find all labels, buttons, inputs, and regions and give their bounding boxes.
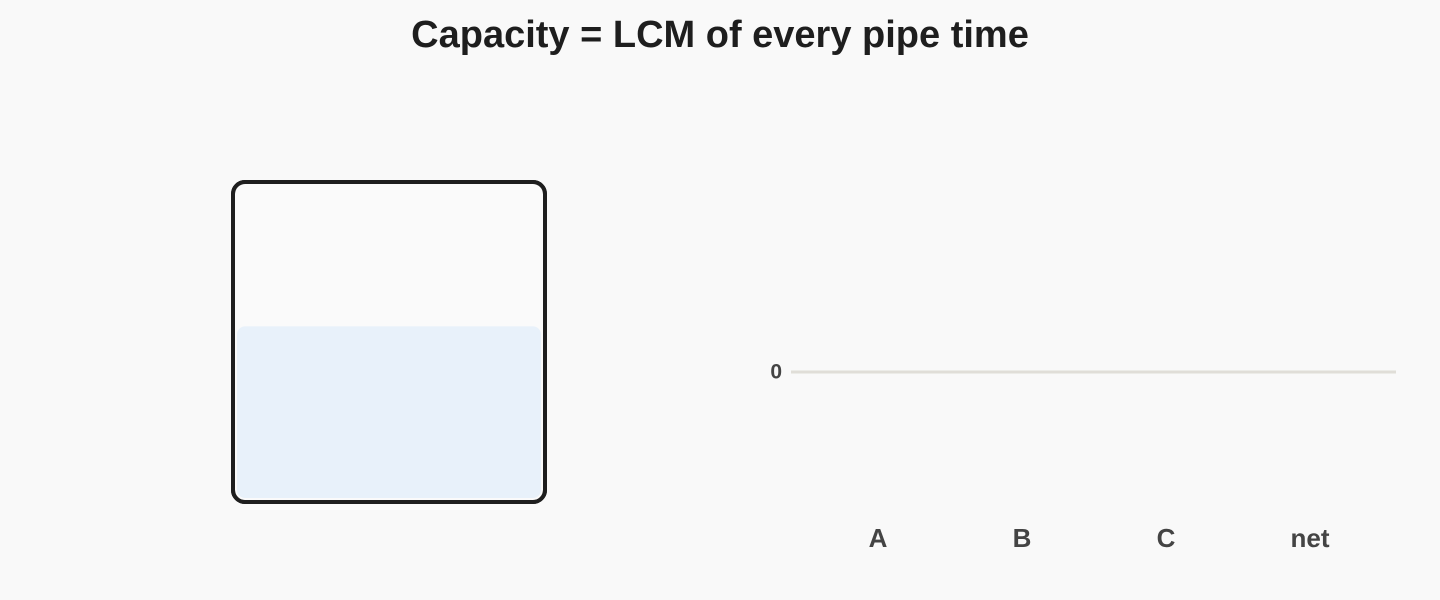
water bbox=[237, 326, 541, 498]
x-tick-label: B bbox=[1013, 523, 1032, 553]
title: Capacity = LCM of every pipe time bbox=[411, 14, 1029, 56]
x-tick-label: net bbox=[1291, 523, 1330, 553]
tank-outline bbox=[231, 180, 547, 504]
y-tick-label: 0 bbox=[770, 361, 782, 384]
x-tick-label: A bbox=[869, 523, 888, 553]
x-tick-label: C bbox=[1157, 523, 1176, 553]
